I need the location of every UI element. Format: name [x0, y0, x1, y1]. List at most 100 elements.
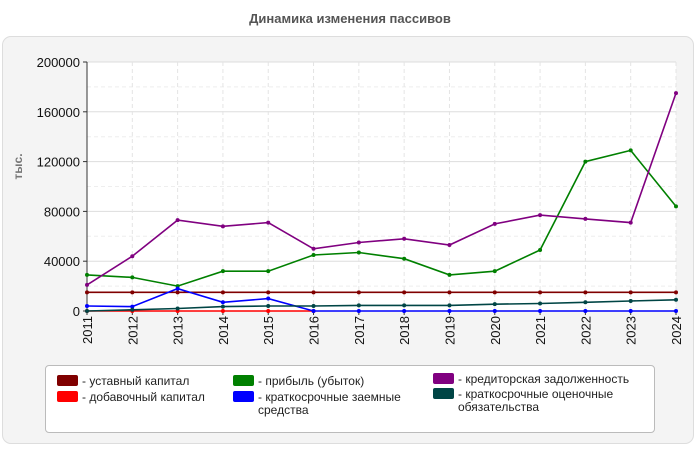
data-point — [175, 290, 180, 295]
data-point — [402, 236, 407, 241]
data-point — [130, 254, 135, 259]
x-tick-label: 2019 — [442, 316, 457, 345]
data-point — [674, 91, 678, 96]
data-point — [538, 247, 543, 252]
data-point — [356, 303, 361, 308]
legend-label: - уставный капитал — [82, 374, 190, 388]
data-point — [447, 303, 452, 308]
x-tick-label: 2021 — [533, 316, 548, 345]
data-point — [492, 302, 497, 307]
x-tick-label: 2023 — [624, 316, 639, 345]
data-point — [402, 256, 407, 261]
data-point — [628, 148, 633, 153]
legend-swatch — [233, 391, 254, 402]
legend-swatch — [433, 373, 454, 384]
data-point — [85, 309, 89, 313]
legend-item-otsenochnye: - краткосрочные оценочные обязательства — [433, 388, 653, 416]
legend-label: - краткосрочные оценочные обязательства — [458, 387, 614, 414]
data-point — [311, 246, 316, 251]
data-point — [311, 309, 316, 313]
data-point — [356, 290, 361, 295]
data-point — [538, 213, 543, 218]
data-point — [130, 290, 135, 295]
data-point — [583, 159, 588, 164]
data-point — [674, 297, 678, 302]
series-line-5 — [86, 299, 677, 312]
data-point — [402, 309, 407, 313]
x-tick-label: 2013 — [171, 316, 186, 345]
data-point — [402, 303, 407, 308]
data-point — [220, 309, 225, 313]
data-point — [583, 300, 588, 305]
data-point — [628, 309, 633, 313]
x-tick-label: 2017 — [352, 316, 367, 345]
data-point — [356, 240, 361, 245]
legend-item-dobavochnyi: - добавочный капитал — [57, 391, 237, 405]
data-point — [85, 272, 89, 277]
x-tick-label: 2015 — [261, 316, 276, 345]
data-point — [492, 309, 497, 313]
data-point — [266, 220, 271, 225]
legend-swatch — [233, 375, 254, 386]
data-point — [538, 301, 543, 306]
data-point — [175, 218, 180, 223]
data-point — [266, 290, 271, 295]
data-point — [583, 216, 588, 221]
series-line-4 — [86, 92, 677, 286]
y-tick-label: 40000 — [44, 254, 80, 269]
legend-swatch — [57, 375, 78, 386]
data-point — [674, 204, 678, 209]
data-point — [492, 221, 497, 226]
data-point — [356, 309, 361, 313]
data-point — [311, 252, 316, 257]
x-tick-label: 2011 — [80, 316, 95, 344]
legend-item-pribyl: - прибыль (убыток) — [233, 375, 413, 389]
y-tick-label: 80000 — [44, 204, 80, 219]
data-point — [266, 296, 271, 301]
data-point — [130, 307, 135, 312]
y-tick-label: 120000 — [37, 155, 80, 170]
data-point — [220, 300, 225, 305]
legend-label: - краткосрочные заемные средства — [258, 390, 401, 417]
legend-item-zaemnye: - краткосрочные заемные средства — [233, 391, 423, 419]
x-tick-label: 2024 — [669, 316, 684, 345]
data-point — [220, 269, 225, 274]
chart-title: Динамика изменения пассивов — [249, 11, 451, 26]
legend-label: - прибыль (убыток) — [258, 374, 365, 388]
y-tick-label: 160000 — [37, 105, 80, 120]
y-tick-label: 200000 — [37, 55, 80, 70]
legend-item-kreditorskaya: - кредиторская задолженность — [433, 373, 653, 387]
x-tick-label: 2012 — [125, 316, 140, 345]
data-point — [447, 309, 452, 313]
data-point — [356, 250, 361, 255]
legend: - уставный капитал - добавочный капитал … — [45, 365, 655, 433]
x-tick-label: 2020 — [488, 316, 503, 345]
data-point — [220, 304, 225, 309]
data-point — [447, 272, 452, 277]
data-point — [583, 290, 588, 295]
data-point — [447, 243, 452, 248]
y-tick-label: 0 — [73, 304, 80, 319]
data-point — [538, 290, 543, 295]
data-point — [130, 275, 135, 280]
legend-label: - кредиторская задолженность — [458, 372, 630, 386]
data-point — [628, 220, 633, 225]
legend-swatch — [433, 388, 454, 399]
data-point — [402, 290, 407, 295]
data-point — [583, 309, 588, 313]
data-point — [85, 282, 89, 287]
data-point — [311, 290, 316, 295]
series-line-2 — [86, 149, 677, 287]
data-point — [130, 304, 135, 309]
x-tick-label: 2018 — [397, 316, 412, 345]
x-tick-label: 2022 — [578, 316, 593, 345]
data-point — [447, 290, 452, 295]
data-point — [85, 290, 89, 295]
data-point — [628, 299, 633, 304]
data-point — [220, 224, 225, 229]
data-point — [311, 304, 316, 309]
legend-item-ustavnyi: - уставный капитал — [57, 375, 237, 389]
data-point — [266, 309, 271, 313]
x-tick-label: 2016 — [307, 316, 322, 345]
